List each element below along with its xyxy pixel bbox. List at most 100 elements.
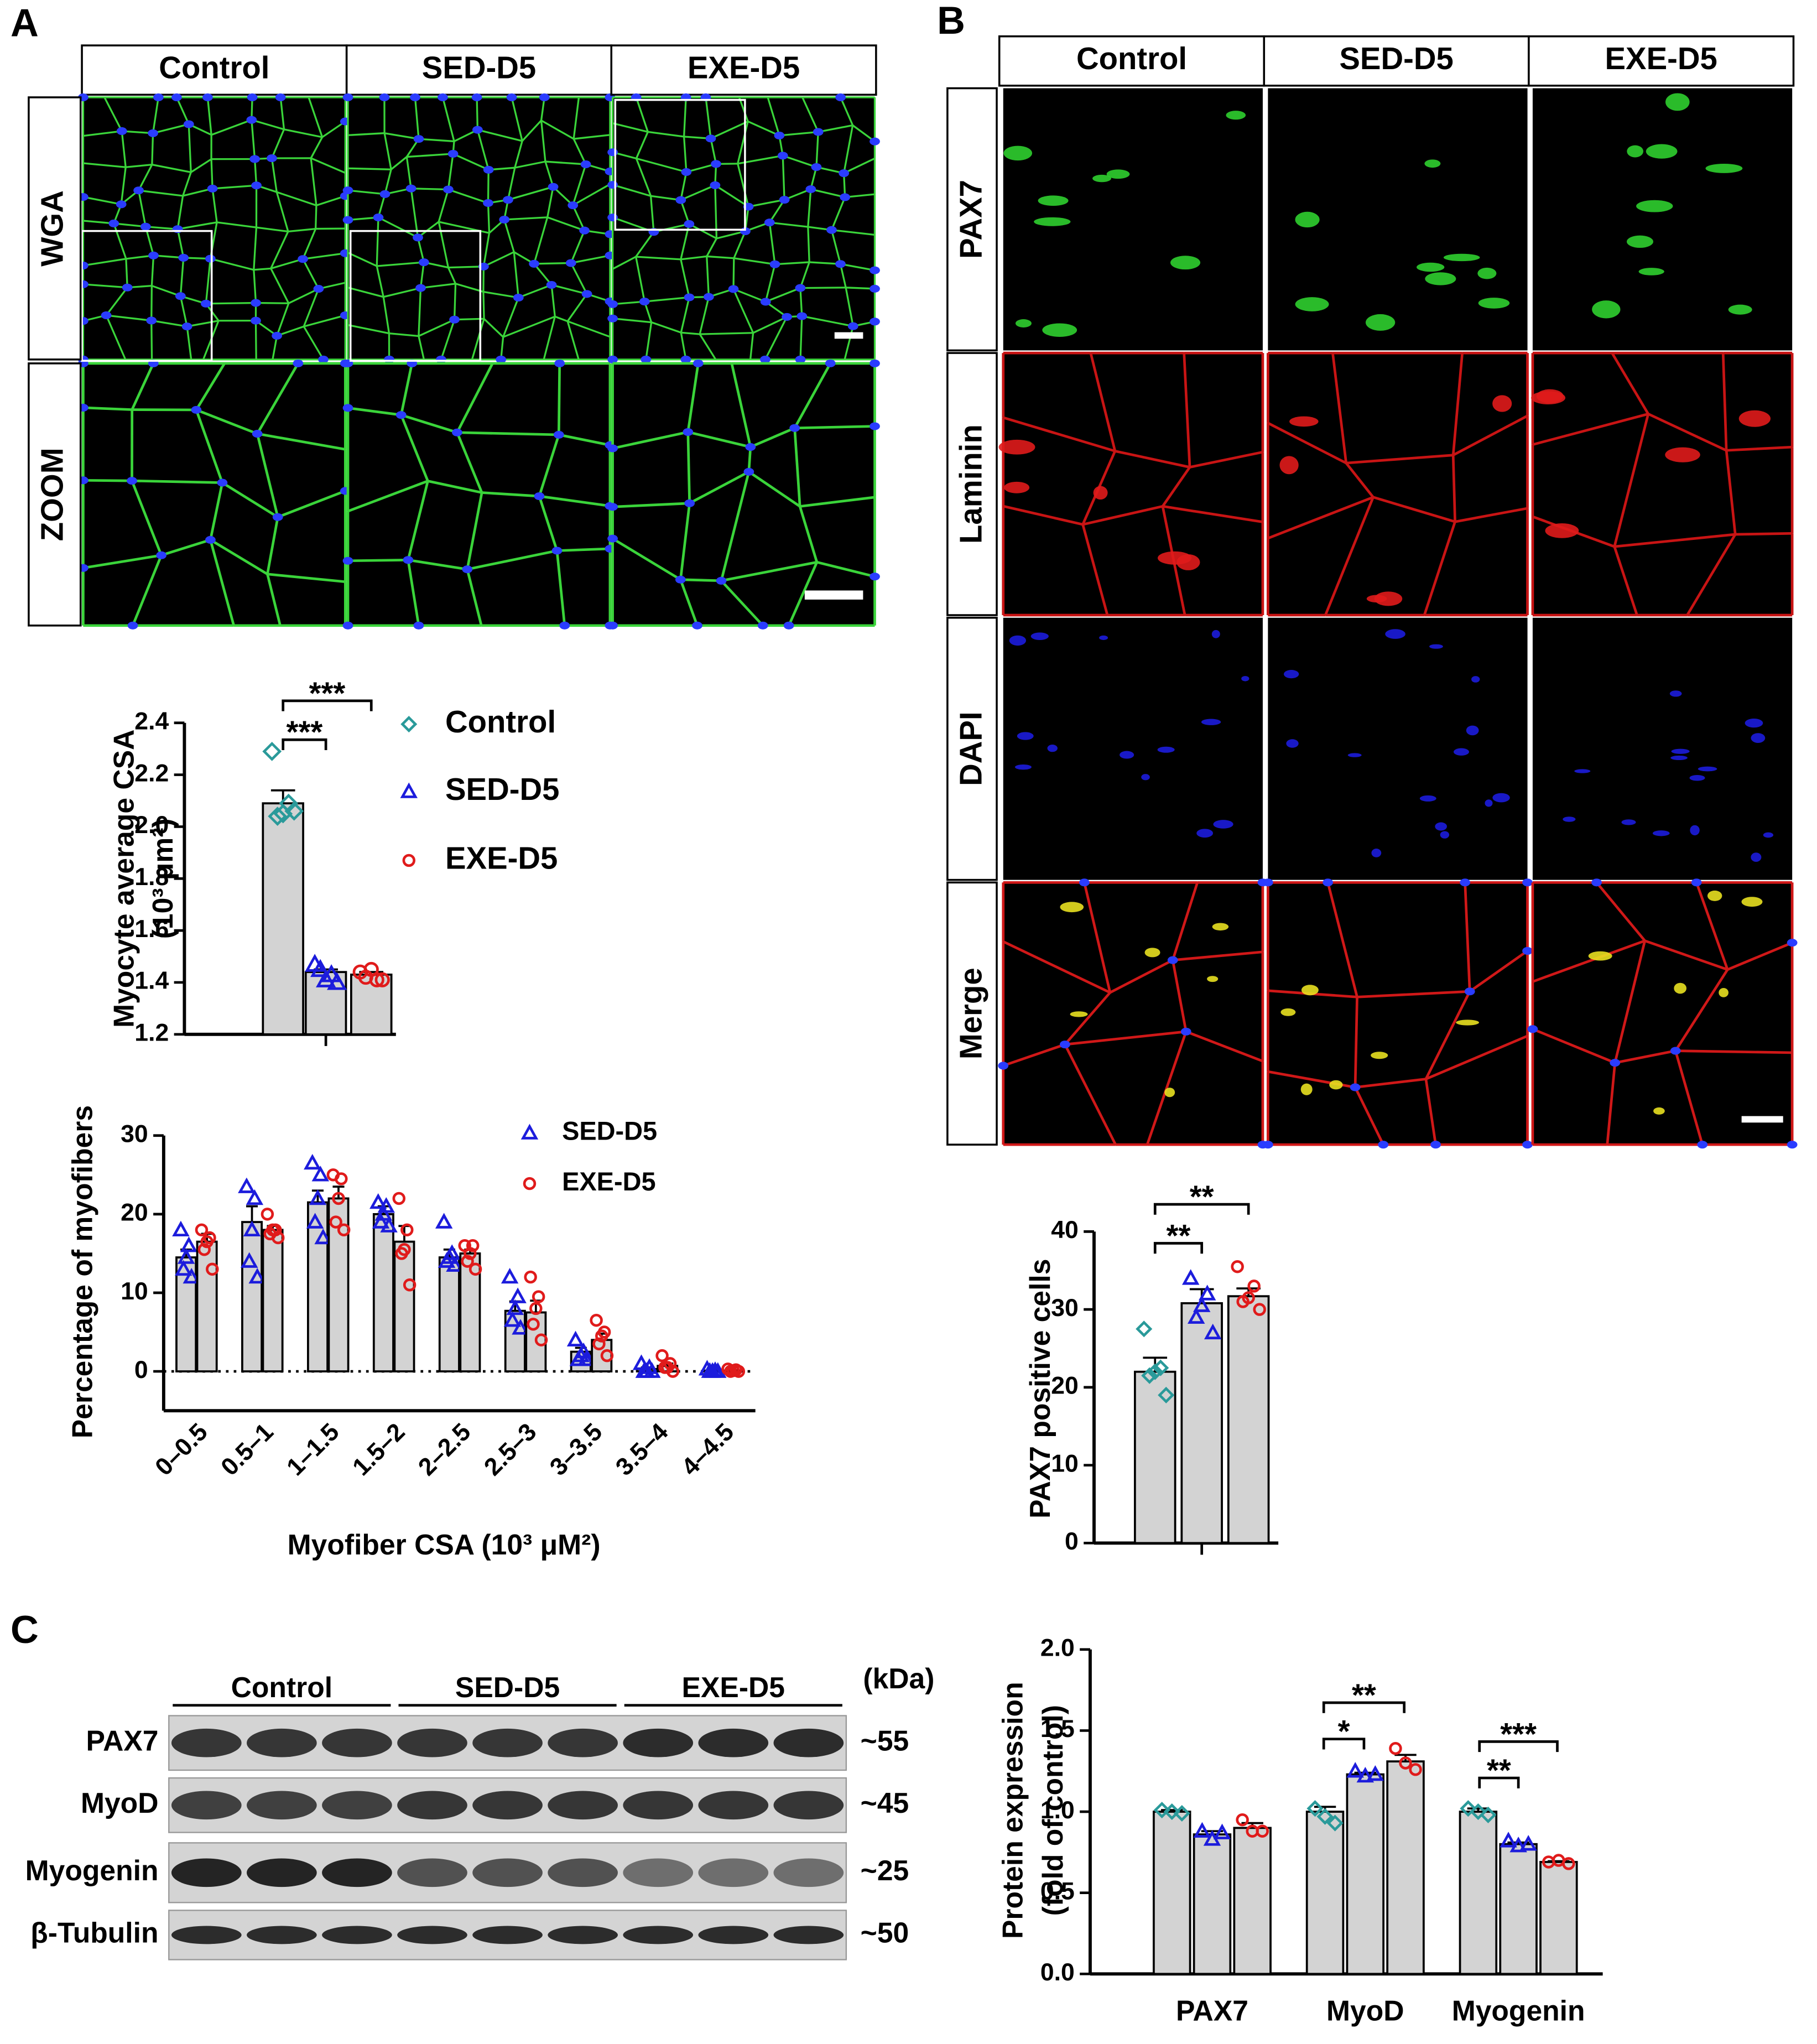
fiber-edge <box>679 579 699 626</box>
fiber-edge <box>706 238 717 257</box>
nucleus <box>684 220 695 228</box>
cell-blob <box>1621 819 1636 825</box>
data-point <box>195 1223 209 1237</box>
nucleus <box>795 355 806 363</box>
cell-blob <box>1211 630 1220 638</box>
nucleus <box>607 148 618 157</box>
cell-blob <box>1207 976 1219 982</box>
data-point <box>369 1193 387 1209</box>
fiber-edge <box>752 316 788 334</box>
fiber-edge <box>546 186 554 218</box>
fiber-edge <box>448 266 484 269</box>
data-point <box>566 1330 585 1346</box>
fiber-edge <box>389 332 419 337</box>
nucleus <box>403 556 414 564</box>
cell-blob <box>1099 635 1108 640</box>
nucleus <box>607 181 618 189</box>
fiber-edge <box>1372 496 1456 523</box>
fiber-edge <box>1089 352 1117 452</box>
fiber-edge <box>210 159 214 189</box>
nucleus <box>1522 878 1533 887</box>
nucleus <box>101 311 112 319</box>
fiber-edge <box>452 153 489 171</box>
fiber-edge <box>1355 1078 1426 1089</box>
micrograph <box>1532 882 1793 1145</box>
nucleus <box>796 312 808 320</box>
fiber-edge <box>216 221 257 228</box>
nucleus <box>202 93 213 101</box>
data-point <box>400 1223 414 1237</box>
fiber-edge <box>210 538 268 575</box>
fiber-edge <box>179 257 185 297</box>
bar <box>1227 1295 1270 1544</box>
blot-band <box>171 1926 242 1944</box>
nucleus <box>789 424 800 432</box>
blot-band <box>773 1858 844 1887</box>
fiber-edge <box>211 119 252 136</box>
cell-blob <box>1371 1052 1388 1059</box>
cell-blob <box>1300 1083 1313 1095</box>
fiber-edge <box>830 196 846 231</box>
column-header: SED-D5 <box>422 50 536 85</box>
data-point <box>1316 1808 1334 1825</box>
fiber-edge <box>511 97 523 142</box>
row-header: PAX7 <box>954 180 988 259</box>
fiber-edge <box>383 287 421 298</box>
fiber-edge <box>572 183 611 206</box>
micrograph <box>1268 882 1528 1145</box>
scale-bar <box>1741 1116 1783 1123</box>
nucleus <box>675 196 686 204</box>
data-point <box>1306 1800 1324 1817</box>
cell-blob <box>1707 890 1722 901</box>
cell-blob <box>1329 1080 1343 1090</box>
y-tick-label: 30 <box>1051 1294 1079 1322</box>
fiber-edge <box>1674 969 1729 1052</box>
cell-blob <box>1745 718 1763 728</box>
fiber-edge <box>843 173 846 197</box>
nucleus <box>811 163 822 171</box>
nucleus <box>293 359 304 367</box>
fiber-edge <box>303 326 324 360</box>
micrograph <box>1268 353 1528 616</box>
nucleus <box>413 621 424 630</box>
data-point <box>310 959 331 977</box>
nucleus <box>395 411 407 419</box>
nucleus <box>1378 1141 1389 1149</box>
data-point <box>501 1268 519 1284</box>
micrograph <box>1532 88 1793 351</box>
data-point <box>332 1192 345 1205</box>
data-point <box>524 1270 537 1284</box>
data-point <box>732 1365 746 1378</box>
data-point <box>262 741 282 761</box>
fiber-edge <box>513 252 519 298</box>
nucleus <box>108 219 119 227</box>
fiber-edge <box>400 413 458 434</box>
cell-blob <box>1014 764 1032 770</box>
cell-blob <box>1492 793 1510 803</box>
fiber-edge <box>151 285 181 297</box>
fiber-edge <box>195 409 224 483</box>
fiber-edge <box>175 97 190 125</box>
blot-band <box>698 1858 769 1887</box>
fiber-edge <box>1532 1028 1616 1064</box>
data-point <box>512 1319 529 1335</box>
fiber-edge <box>481 491 540 498</box>
fiber-edge <box>190 158 212 173</box>
fiber-edge <box>807 227 810 263</box>
fiber-edge <box>503 219 515 253</box>
fiber-edge <box>552 186 574 206</box>
nucleus <box>249 155 260 163</box>
image-texture <box>1267 351 1529 617</box>
fiber-edge <box>540 119 574 140</box>
fiber-edge <box>1064 1044 1117 1146</box>
scale-bar-label: 20 μm <box>1747 1126 1777 1138</box>
cell-blob <box>1164 1088 1175 1098</box>
data-point <box>635 1362 653 1378</box>
fiber-edge <box>680 255 707 261</box>
y-tick-label: 0.5 <box>1040 1877 1075 1905</box>
fiber-edge <box>612 502 690 508</box>
cell-blob <box>1009 635 1027 646</box>
inset-box <box>614 98 746 231</box>
fiber-edge <box>427 480 482 494</box>
fiber-edge <box>747 120 780 137</box>
